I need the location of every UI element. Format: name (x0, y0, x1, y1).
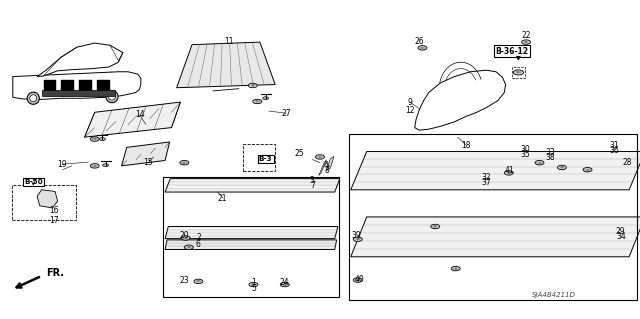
Text: 16: 16 (49, 206, 60, 215)
Text: 20: 20 (179, 231, 189, 240)
Circle shape (181, 236, 190, 240)
Bar (79, 80, 92, 96)
Circle shape (353, 278, 362, 282)
Ellipse shape (109, 93, 115, 100)
Text: 1: 1 (251, 278, 256, 287)
Text: 24: 24 (280, 278, 290, 287)
Text: 2: 2 (196, 233, 201, 242)
Circle shape (513, 70, 524, 75)
Bar (42, 90, 115, 96)
Circle shape (535, 160, 544, 165)
Circle shape (90, 137, 99, 141)
Bar (243, 144, 275, 171)
Polygon shape (165, 240, 337, 249)
Circle shape (522, 40, 531, 44)
Bar (12, 185, 76, 220)
Polygon shape (177, 42, 275, 88)
Text: SJA4B4211D: SJA4B4211D (532, 292, 575, 298)
Ellipse shape (30, 95, 36, 102)
Polygon shape (13, 72, 141, 100)
Text: B-50: B-50 (24, 179, 43, 185)
Text: 17: 17 (49, 216, 60, 225)
Text: 14: 14 (134, 110, 145, 119)
Circle shape (90, 164, 99, 168)
Text: 35: 35 (520, 150, 530, 159)
Bar (44, 80, 56, 96)
Text: 22: 22 (522, 31, 531, 40)
Text: FR.: FR. (46, 268, 64, 278)
Circle shape (353, 237, 362, 241)
Polygon shape (84, 102, 180, 137)
Text: 30: 30 (520, 145, 530, 154)
Text: 3: 3 (310, 176, 315, 185)
Text: 5: 5 (251, 284, 256, 293)
Text: 19: 19 (57, 160, 67, 169)
Circle shape (99, 137, 106, 141)
Polygon shape (351, 152, 640, 190)
Circle shape (184, 245, 193, 249)
Circle shape (316, 155, 324, 159)
Text: 33: 33 (545, 148, 556, 157)
Text: 39: 39 (351, 231, 362, 240)
Polygon shape (351, 217, 640, 257)
Polygon shape (326, 156, 334, 171)
Text: 6: 6 (196, 240, 201, 249)
Circle shape (557, 165, 566, 170)
Bar (163, 177, 339, 297)
Polygon shape (37, 190, 58, 208)
Polygon shape (319, 160, 326, 175)
Circle shape (102, 164, 109, 167)
Polygon shape (37, 43, 123, 77)
Text: B-36-12: B-36-12 (495, 47, 529, 56)
Ellipse shape (106, 91, 118, 103)
Text: 11: 11 (225, 37, 234, 46)
Text: 41: 41 (504, 166, 515, 175)
Circle shape (504, 171, 513, 175)
Text: 27: 27 (281, 109, 291, 118)
Text: 29: 29 (616, 227, 626, 236)
Text: 4: 4 (324, 161, 329, 170)
Text: 15: 15 (143, 158, 154, 167)
Text: 12: 12 (405, 106, 414, 115)
Bar (97, 80, 110, 96)
Circle shape (431, 224, 440, 229)
Bar (349, 134, 637, 300)
Ellipse shape (28, 92, 39, 104)
Text: 9: 9 (407, 98, 412, 107)
Text: B-3: B-3 (259, 156, 273, 162)
Text: 28: 28 (623, 158, 632, 167)
Text: 38: 38 (545, 153, 556, 162)
Text: 21: 21 (218, 194, 227, 203)
Polygon shape (415, 70, 506, 130)
Text: 7: 7 (310, 181, 315, 189)
Polygon shape (165, 179, 340, 192)
Text: 32: 32 (481, 173, 492, 182)
Circle shape (180, 160, 189, 165)
Circle shape (249, 282, 258, 287)
Text: 34: 34 (616, 232, 626, 241)
Circle shape (262, 97, 269, 100)
Polygon shape (165, 226, 338, 239)
Text: 40: 40 (355, 275, 365, 284)
Text: 37: 37 (481, 178, 492, 187)
Circle shape (418, 46, 427, 50)
Bar (61, 80, 74, 96)
Circle shape (583, 167, 592, 172)
Text: 26: 26 (414, 37, 424, 46)
Text: 31: 31 (609, 141, 620, 150)
Text: 23: 23 (179, 276, 189, 285)
Text: 25: 25 (294, 149, 305, 158)
Polygon shape (122, 142, 170, 166)
Circle shape (253, 99, 262, 104)
Bar (512, 67, 525, 78)
Circle shape (280, 282, 289, 287)
Text: 18: 18 (461, 141, 470, 150)
Circle shape (451, 266, 460, 271)
Circle shape (194, 279, 203, 284)
Circle shape (248, 83, 257, 88)
Text: 8: 8 (324, 166, 329, 175)
Text: 36: 36 (609, 146, 620, 155)
Circle shape (261, 157, 270, 161)
